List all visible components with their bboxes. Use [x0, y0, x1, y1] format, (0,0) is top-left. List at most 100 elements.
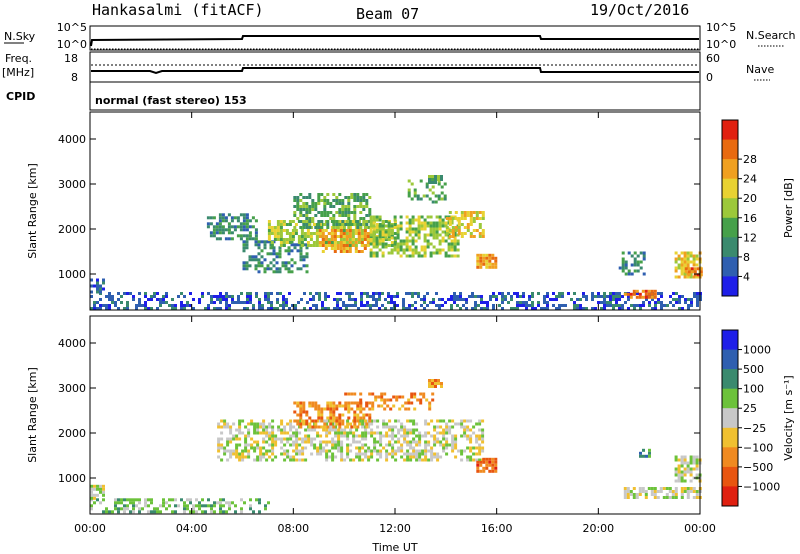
power-cell: [254, 237, 258, 241]
velocity-cell: [325, 449, 329, 453]
velocity-cell: [283, 458, 287, 462]
power-cell: [242, 240, 246, 244]
power-cell: [441, 248, 445, 252]
power-cell: [363, 229, 367, 232]
power-cell: [96, 281, 99, 285]
velocity-cell: [367, 446, 371, 450]
velocity-cell: [427, 440, 431, 444]
power-cell: [555, 307, 558, 310]
velocity-cell: [228, 504, 231, 508]
power-cell: [678, 307, 681, 310]
power-cell: [369, 230, 373, 234]
velocity-cell: [689, 461, 693, 465]
velocity-cell: [355, 452, 359, 456]
power-cell: [254, 228, 258, 232]
power-cell: [396, 230, 400, 234]
power-cell: [522, 304, 525, 307]
velocity-colorbar-tick-label: −100: [743, 441, 773, 454]
power-cell: [647, 289, 651, 293]
velocity-cell: [469, 419, 473, 423]
velocity-colorbar-tick-label: 25: [743, 402, 757, 415]
power-cell: [291, 238, 295, 241]
velocity-cell: [265, 425, 269, 429]
power-cell: [284, 267, 288, 271]
velocity-cell: [262, 440, 266, 444]
velocity-cell: [409, 419, 413, 423]
power-cell: [420, 254, 424, 258]
power-cell: [431, 178, 434, 181]
velocity-cell: [635, 493, 639, 496]
power-cell: [96, 307, 99, 310]
power-cell: [384, 233, 388, 237]
power-cell: [543, 295, 546, 298]
power-cell: [485, 253, 489, 257]
velocity-cell: [428, 401, 432, 405]
power-cell: [242, 228, 246, 232]
velocity-cell: [325, 434, 329, 438]
power-cell: [153, 295, 156, 298]
power-cell: [366, 232, 370, 235]
power-cell: [609, 304, 612, 307]
velocity-cell: [292, 434, 296, 438]
velocity-cell: [247, 422, 251, 426]
power-cell: [426, 233, 430, 237]
velocity-cell: [262, 428, 266, 432]
velocity-cell: [442, 431, 446, 435]
power-cell: [357, 232, 361, 235]
power-y-tick-label: 1000: [58, 268, 86, 281]
power-cell: [410, 197, 414, 201]
velocity-cell: [463, 434, 467, 438]
velocity-cell: [356, 401, 360, 405]
power-cell: [342, 250, 346, 253]
velocity-cell: [475, 422, 479, 426]
power-cell: [546, 295, 549, 298]
velocity-cell: [361, 437, 365, 441]
power-cell: [456, 248, 460, 252]
velocity-cell: [302, 404, 306, 408]
power-cell: [159, 304, 162, 307]
power-colorbar-cells: [722, 120, 738, 297]
velocity-cell: [421, 458, 425, 462]
power-cell: [429, 215, 433, 219]
power-cell: [369, 242, 373, 246]
power-cell: [674, 257, 678, 261]
power-cell: [369, 224, 373, 228]
velocity-cell: [629, 490, 633, 493]
power-cell: [278, 249, 282, 253]
power-cell: [443, 194, 447, 198]
power-cell: [339, 226, 343, 229]
velocity-cell: [454, 446, 458, 450]
velocity-cell: [322, 449, 326, 453]
power-cell: [642, 272, 646, 276]
velocity-cell: [244, 446, 248, 450]
velocity-cell: [302, 401, 306, 405]
velocity-cell: [677, 467, 681, 471]
velocity-cell: [463, 419, 467, 423]
velocity-cell: [379, 431, 383, 435]
velocity-cell: [286, 440, 290, 444]
power-cell: [282, 223, 286, 226]
velocity-cell: [451, 434, 455, 438]
velocity-cell: [156, 507, 159, 511]
velocity-cell: [475, 458, 479, 462]
velocity-cell: [407, 398, 411, 402]
power-cell: [432, 298, 435, 301]
velocity-cell: [692, 461, 696, 465]
power-cell: [683, 272, 687, 276]
power-cell: [257, 261, 261, 265]
velocity-cell: [488, 469, 492, 473]
power-cell: [399, 215, 403, 219]
power-cell: [537, 301, 540, 304]
power-cell: [365, 202, 369, 205]
power-cell: [257, 240, 261, 244]
power-cell: [102, 287, 105, 291]
velocity-cell: [132, 498, 135, 502]
power-cell: [324, 238, 328, 241]
velocity-cell: [240, 510, 243, 514]
power-cell: [317, 211, 321, 214]
power-cell: [264, 295, 267, 298]
power-cell: [466, 223, 470, 226]
velocity-cell: [114, 498, 117, 502]
freq-tick-top: 18: [64, 52, 78, 65]
power-cell: [375, 226, 379, 229]
